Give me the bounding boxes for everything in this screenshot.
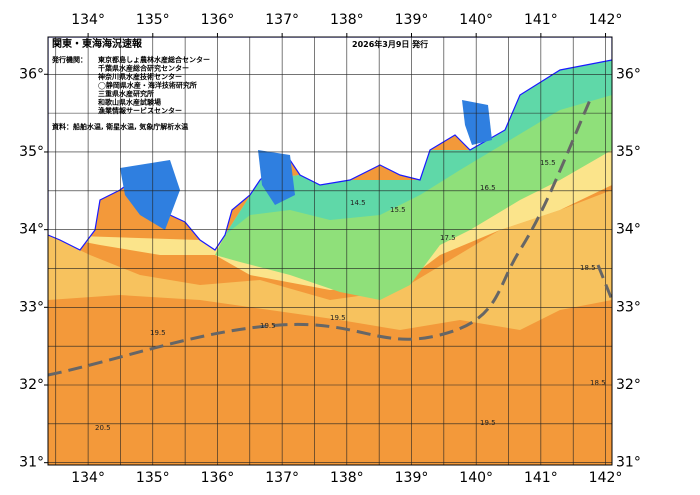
lat-label-right: 35° xyxy=(616,144,641,160)
lon-label-top: 138° xyxy=(330,12,364,28)
coastal-water xyxy=(225,60,612,235)
lon-label-bottom: 135° xyxy=(136,470,170,486)
lat-label-left: 31° xyxy=(19,455,44,471)
lat-label-left: 32° xyxy=(19,377,44,393)
contour-label: 18.5 xyxy=(580,264,596,272)
map-title: 関東・東海海況速報 xyxy=(52,37,143,50)
map-frame xyxy=(47,36,613,466)
publisher: 漁業情報サービスセンター xyxy=(98,106,182,115)
contour-label: 14.5 xyxy=(350,199,366,207)
contour-label: 15.5 xyxy=(390,206,406,214)
lon-label-top: 136° xyxy=(201,12,235,28)
contour-label: 19.5 xyxy=(150,329,166,337)
cool-water xyxy=(48,60,612,290)
contour-label: 18.5 xyxy=(590,379,606,387)
lon-label-bottom: 141° xyxy=(524,470,558,486)
lat-label-left: 34° xyxy=(19,222,44,238)
lon-label-top: 141° xyxy=(524,12,558,28)
publisher-list: 東京都島しょ農林水産総合センター千葉県水産総合研究センター神奈川県水産技術センタ… xyxy=(97,55,210,115)
contour-label: 19.5 xyxy=(330,314,346,322)
kuroshio-axis xyxy=(48,99,592,377)
lon-label-top: 134° xyxy=(71,12,105,28)
lon-label-bottom: 137° xyxy=(265,470,299,486)
lon-label-top: 140° xyxy=(459,12,493,28)
publisher: 神奈川県水産技術センター xyxy=(98,72,182,81)
contour-label: 19.5 xyxy=(260,322,276,330)
lat-label-left: 33° xyxy=(19,299,44,315)
publisher-heading: 発行機関： xyxy=(51,55,87,64)
lon-label-bottom: 139° xyxy=(395,470,429,486)
publisher: 三重県水産研究所 xyxy=(98,89,154,98)
lon-label-bottom: 134° xyxy=(71,470,105,486)
contour-label: 19.5 xyxy=(480,419,496,427)
lat-label-left: 35° xyxy=(19,144,44,160)
contour-labels: 14.5 15.5 16.5 15.5 18.5 19.5 19.5 19.5 20.5 18.5… xyxy=(95,159,606,432)
publisher: 千葉県水産総合研究センター xyxy=(98,64,189,73)
lat-label-right: 33° xyxy=(616,299,641,315)
lat-label-right: 32° xyxy=(616,377,641,393)
contour-label: 16.5 xyxy=(480,184,496,192)
data-source: 資料：船舶水温, 衛星水温, 気象庁解析水温 xyxy=(52,122,188,131)
lat-label-right: 31° xyxy=(616,455,641,471)
lon-label-top: 142° xyxy=(589,12,623,28)
mid-water xyxy=(48,190,612,330)
tokyo-bay xyxy=(462,100,492,145)
lon-label-bottom: 138° xyxy=(330,470,364,486)
lat-label-left: 36° xyxy=(19,66,44,82)
sea-temperature-map: 14.5 15.5 16.5 15.5 18.5 19.5 19.5 19.5 20.5 18.5… xyxy=(48,37,612,465)
kuroshio-branch xyxy=(596,264,612,301)
ise-bay xyxy=(258,150,295,205)
lon-label-top: 139° xyxy=(395,12,429,28)
lon-label-top: 137° xyxy=(265,12,299,28)
land xyxy=(48,37,612,251)
contour-label: 17.5 xyxy=(440,234,456,242)
publisher: 和歌山県水産試験場 xyxy=(97,98,161,107)
lon-label-bottom: 140° xyxy=(459,470,493,486)
publisher: ◯静岡県水産・海洋技術研究所 xyxy=(98,81,197,90)
contour-label: 15.5 xyxy=(540,159,556,167)
issue-date: 2026年3月9日 発行 xyxy=(352,39,428,49)
lon-label-bottom: 142° xyxy=(589,470,623,486)
lat-label-right: 36° xyxy=(616,66,641,82)
graticule xyxy=(48,37,612,465)
lon-label-bottom: 136° xyxy=(201,470,235,486)
lon-label-top: 135° xyxy=(136,12,170,28)
lat-label-right: 34° xyxy=(616,222,641,238)
publisher: 東京都島しょ農林水産総合センター xyxy=(98,55,210,64)
osaka-bay xyxy=(120,160,180,230)
contour-label: 20.5 xyxy=(95,424,111,432)
